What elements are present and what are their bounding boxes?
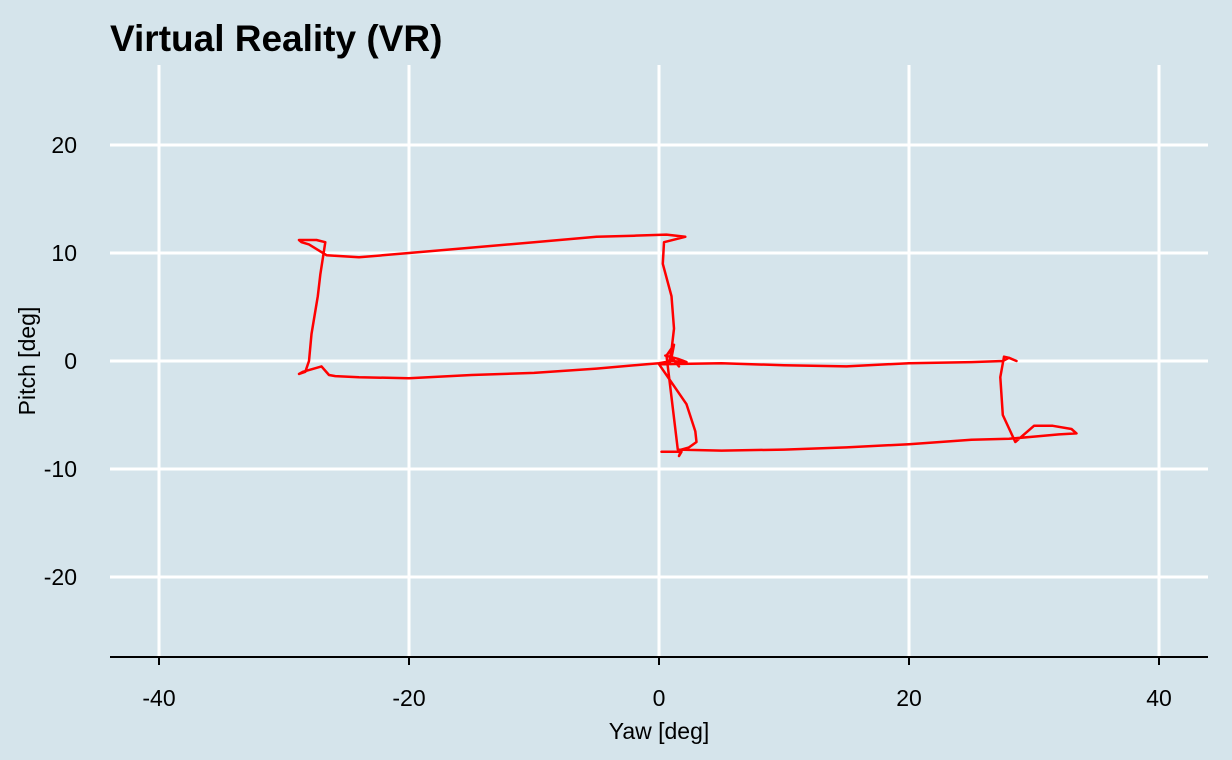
y-tick-label: 20 (51, 132, 77, 158)
x-tick-label: -20 (392, 685, 425, 711)
x-tick-label: 20 (896, 685, 922, 711)
y-tick-label: 10 (51, 240, 77, 266)
x-tick-label: 0 (653, 685, 666, 711)
x-tick-label: -40 (142, 685, 175, 711)
x-axis-ticks: -40 -20 0 20 40 (142, 657, 1172, 711)
gaze-trace-line (297, 233, 1078, 458)
x-tick-label: 40 (1146, 685, 1172, 711)
y-tick-label: 0 (64, 348, 77, 374)
y-axis-ticks: -20 -10 0 10 20 (44, 132, 77, 590)
x-axis-label: Yaw [deg] (609, 718, 710, 744)
horizontal-gridlines (110, 143, 1208, 579)
y-tick-label: -10 (44, 456, 77, 482)
y-axis-label: Pitch [deg] (14, 307, 40, 416)
y-tick-label: -20 (44, 564, 77, 590)
chart-title: Virtual Reality (VR) (110, 18, 442, 59)
